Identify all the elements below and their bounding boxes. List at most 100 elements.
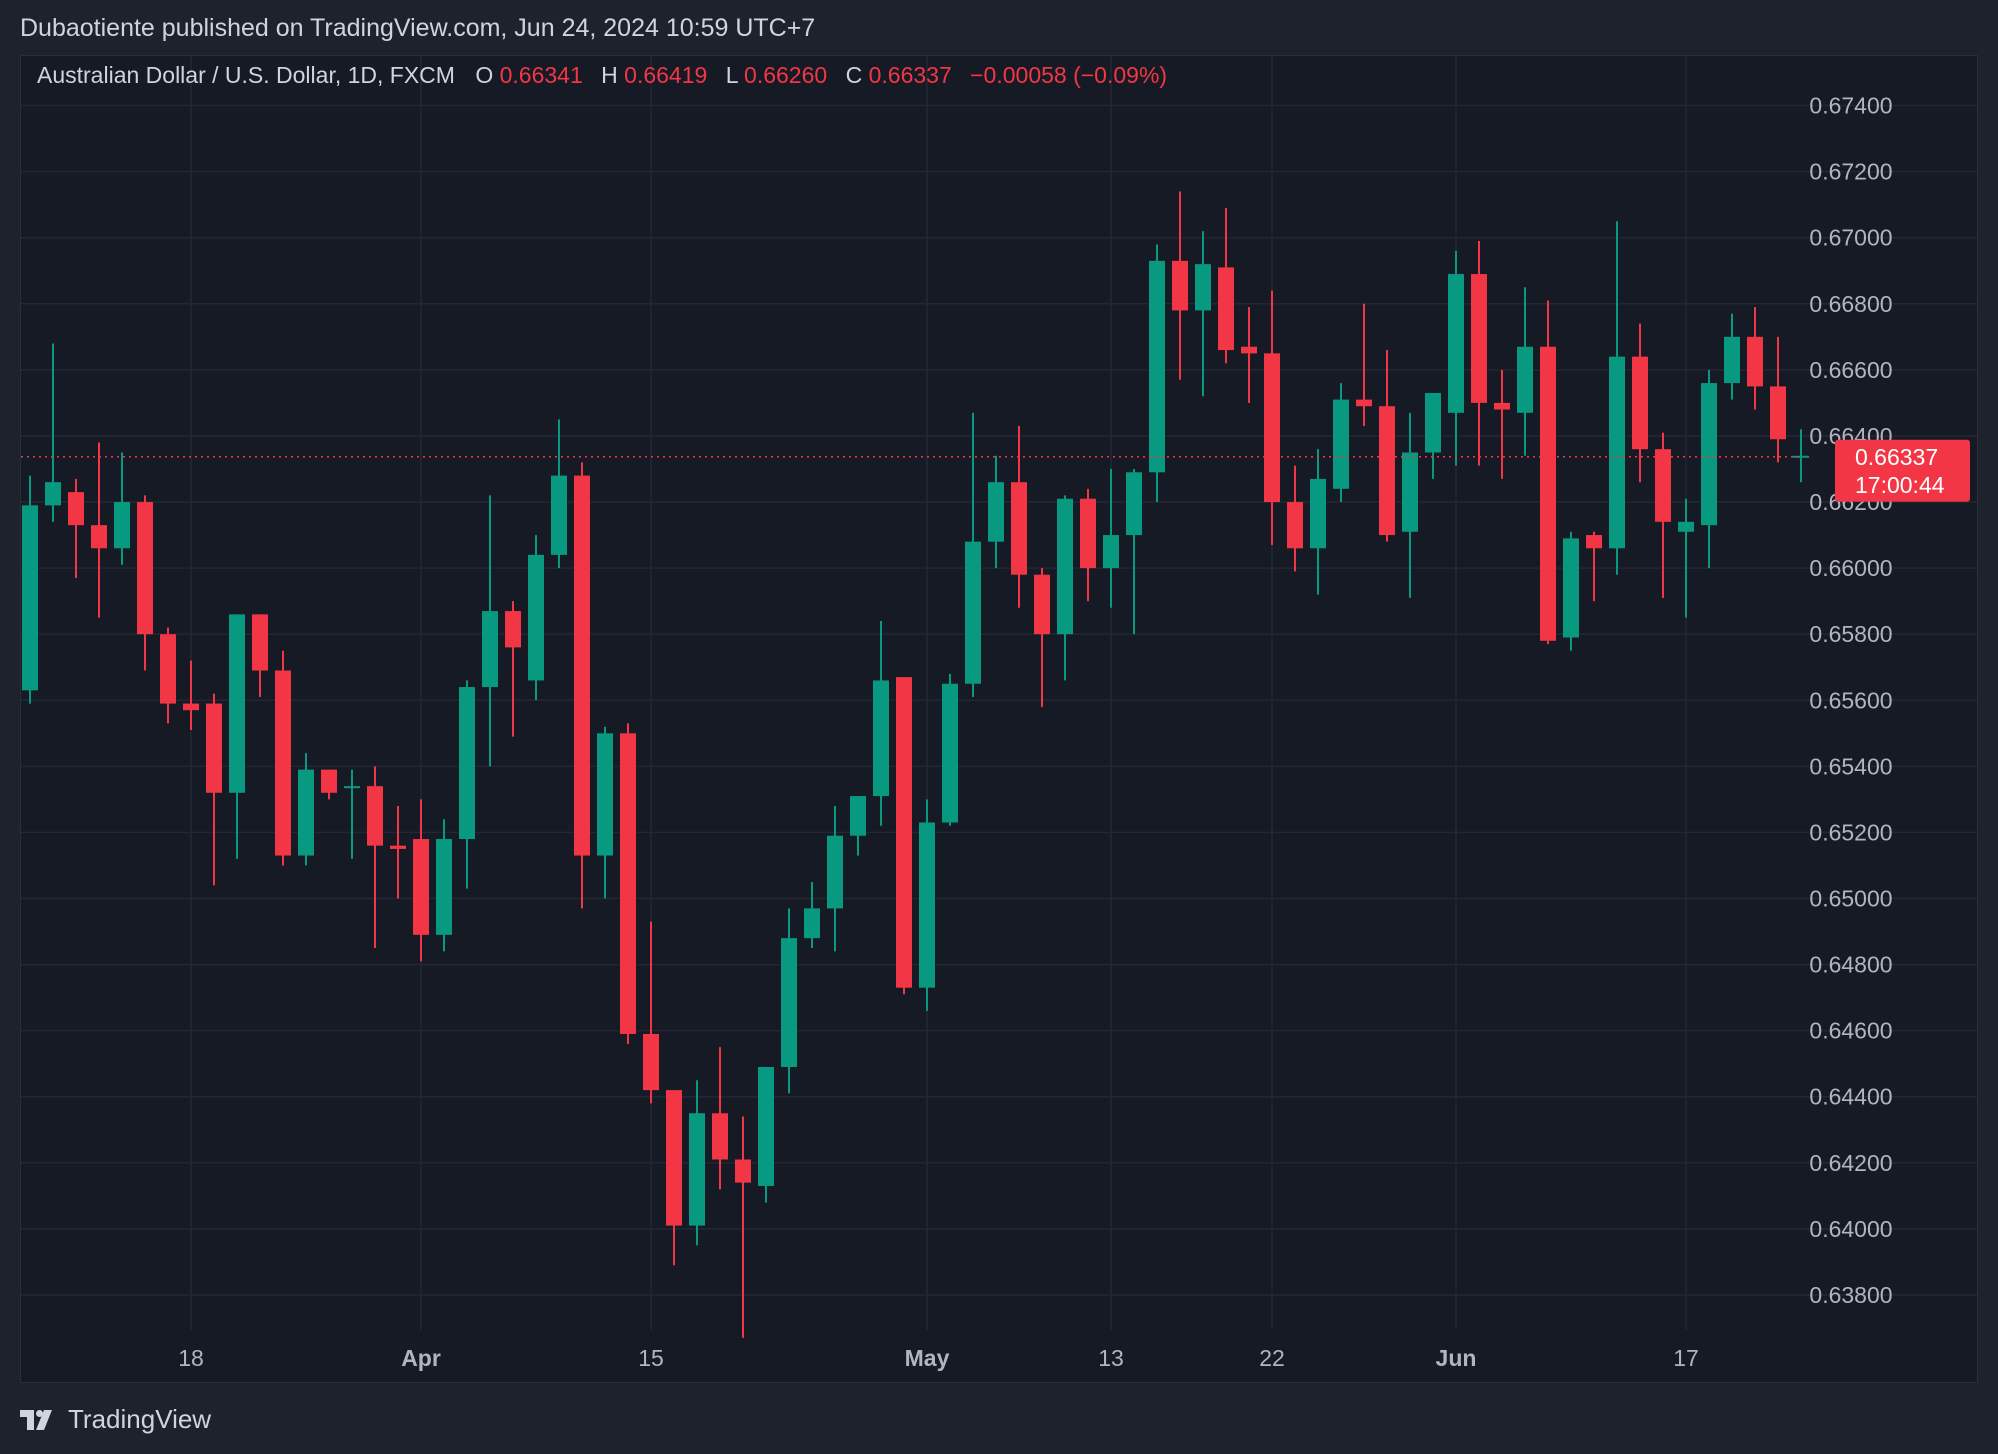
candle-body (1241, 346, 1257, 354)
price-tick-label: 0.66000 (1809, 555, 1892, 581)
candle-body (252, 614, 268, 671)
candle-body (1195, 264, 1211, 311)
time-axis[interactable]: 18 Apr 15 May 13 22 Jun 17 (178, 1345, 1699, 1371)
candle (91, 442, 107, 618)
high-value: 0.66419 (624, 62, 707, 88)
candle (1287, 465, 1303, 572)
candle-body (1724, 336, 1740, 384)
candle-body (183, 703, 199, 711)
candle-body (1218, 267, 1234, 351)
candle-body (1632, 356, 1648, 450)
candle (252, 614, 268, 697)
price-axis[interactable]: 0.63800 0.64000 0.64200 0.64400 0.64600 0.648… (1809, 93, 1892, 1308)
candle-body (1310, 478, 1326, 549)
candle-body (1057, 498, 1073, 635)
candle-body (321, 769, 337, 793)
price-tick-label: 0.64400 (1809, 1084, 1892, 1110)
low-label: L (726, 62, 739, 88)
time-tick-label: Apr (401, 1345, 441, 1371)
candle (1632, 323, 1648, 483)
candle (1609, 221, 1625, 575)
candle (1471, 241, 1487, 466)
candle-body (942, 683, 958, 823)
candle-body (436, 839, 452, 935)
candle-body (482, 611, 498, 688)
change-value: −0.00058 (−0.09%) (970, 62, 1167, 88)
candle (183, 660, 199, 730)
candle (689, 1080, 705, 1246)
candle-body (1172, 260, 1188, 311)
candle-body (1103, 535, 1119, 569)
candle (1402, 412, 1418, 598)
grid-lines (21, 56, 1977, 1330)
candle (850, 796, 866, 856)
candle (896, 677, 912, 995)
price-tick-label: 0.65200 (1809, 819, 1892, 845)
candle (1494, 369, 1510, 479)
candle-body (804, 908, 820, 939)
candle-body (1333, 399, 1349, 489)
time-tick-label: 18 (178, 1345, 204, 1371)
candle (781, 908, 797, 1094)
last-price-tag: 0.66337 17:00:44 (1835, 439, 1970, 502)
candle (1563, 531, 1579, 651)
candle (551, 419, 567, 569)
footer-brand: TradingView (68, 1404, 212, 1434)
price-tick-label: 0.67400 (1809, 93, 1892, 119)
published-line: Dubaotiente published on TradingView.com… (20, 14, 816, 42)
candle (298, 753, 314, 866)
candle (919, 799, 935, 1011)
candle-body (1494, 402, 1510, 410)
candle (735, 1116, 751, 1338)
candle (1448, 250, 1464, 466)
candle-body (620, 733, 636, 1034)
candle (1218, 207, 1234, 364)
candle-body (1425, 392, 1441, 453)
candle-body (1540, 346, 1556, 641)
candle (1747, 307, 1763, 410)
candle-body (1126, 472, 1142, 536)
candle-body (229, 614, 245, 793)
price-tick-label: 0.64800 (1809, 952, 1892, 978)
candle (620, 723, 636, 1044)
candle-body (919, 822, 935, 988)
candle (505, 601, 521, 737)
last-price-value: 0.66337 (1855, 444, 1938, 470)
candle (1425, 392, 1441, 479)
candle (482, 495, 498, 767)
candle (1080, 488, 1096, 602)
candle-body (390, 845, 406, 849)
candle-body (114, 502, 130, 549)
candle (528, 535, 544, 701)
low-value: 0.66260 (744, 62, 827, 88)
candle-body (758, 1066, 774, 1186)
candle (45, 343, 61, 522)
candle (229, 614, 245, 859)
chart-panel[interactable]: 0.63800 0.64000 0.64200 0.64400 0.64600 0.648… (20, 55, 1978, 1383)
candle-body (1793, 455, 1809, 458)
price-tick-label: 0.63800 (1809, 1282, 1892, 1308)
price-tick-label: 0.66800 (1809, 291, 1892, 317)
candle (643, 921, 659, 1104)
candle (1586, 531, 1602, 602)
candle (873, 620, 889, 826)
candle (413, 799, 429, 962)
candle-body (873, 680, 889, 797)
candlestick-chart[interactable]: 0.63800 0.64000 0.64200 0.64400 0.64600 0.648… (21, 56, 1977, 1382)
candle-body (91, 525, 107, 549)
candle (666, 1090, 682, 1266)
candle (344, 769, 360, 859)
candle (68, 478, 84, 579)
candle (827, 805, 843, 952)
candle (1172, 191, 1188, 380)
candle (1678, 498, 1694, 618)
symbol-legend[interactable]: Australian Dollar / U.S. Dollar, 1D, FXC… (37, 62, 1167, 88)
candle (1034, 568, 1050, 707)
price-tick-label: 0.67000 (1809, 225, 1892, 251)
candle-body (45, 482, 61, 506)
candle-body (22, 505, 38, 691)
candle-body (1080, 498, 1096, 569)
candle (206, 693, 222, 886)
candle (1149, 244, 1165, 503)
candle (160, 627, 176, 724)
